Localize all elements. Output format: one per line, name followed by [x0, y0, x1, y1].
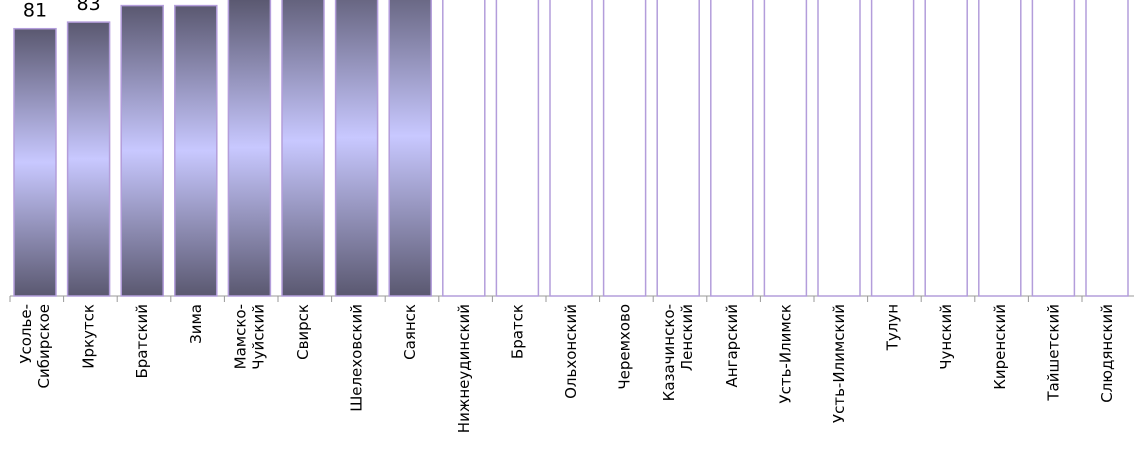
category-label: Казачинско-Ленский [660, 304, 696, 401]
bar [334, 0, 379, 297]
category-label: Нижнеудинский [455, 304, 473, 433]
bar [1085, 0, 1129, 297]
bars-group [13, 0, 1129, 297]
category-label: Усть-Илимский [830, 304, 848, 423]
value-labels-group: 8183888890949697100100101103103103104106… [23, 0, 101, 22]
bar [388, 0, 432, 297]
bar [710, 0, 754, 297]
bar [227, 0, 272, 297]
bar [495, 0, 540, 297]
bar [1031, 0, 1076, 297]
bar-value-label: 81 [23, 0, 47, 22]
bar [924, 0, 968, 297]
bar [656, 0, 700, 297]
category-label: Иркутск [80, 304, 98, 369]
category-label: Усть-Илимск [776, 304, 794, 404]
bar [978, 0, 1022, 297]
bar [549, 0, 593, 297]
category-label: Братский [133, 304, 151, 379]
category-label: Свирск [294, 304, 312, 360]
bar [66, 21, 111, 297]
bar [120, 4, 164, 297]
category-label: Черемхово [616, 304, 634, 390]
category-label: Мамско-Чуйский [231, 304, 267, 370]
bar [13, 27, 57, 297]
bar [442, 0, 486, 297]
category-label: Саянск [401, 304, 419, 360]
bar-value-label: 83 [77, 0, 101, 15]
category-label: Шелеховский [348, 304, 366, 412]
bar [870, 0, 915, 297]
category-label: Чунский [937, 304, 955, 370]
category-label: Зима [187, 304, 205, 344]
category-label: Ангарский [723, 304, 741, 387]
category-label: Киренский [991, 304, 1009, 390]
category-label: Усолье-Сибирское [17, 304, 53, 388]
bar [602, 0, 647, 297]
bar [174, 4, 218, 297]
category-labels-group: Усолье-Сибирское Иркутск Братский Зима Мамск… [17, 304, 1116, 433]
bar [763, 0, 808, 297]
category-label: Тулун [884, 304, 902, 351]
category-label: Братск [508, 304, 526, 359]
category-label: Ольхонский [562, 304, 580, 399]
bar [281, 0, 325, 297]
category-label: Слюдянский [1098, 304, 1116, 403]
bar [817, 0, 861, 297]
category-label: Тайшетский [1044, 304, 1062, 402]
ticks-group [9, 296, 1083, 302]
